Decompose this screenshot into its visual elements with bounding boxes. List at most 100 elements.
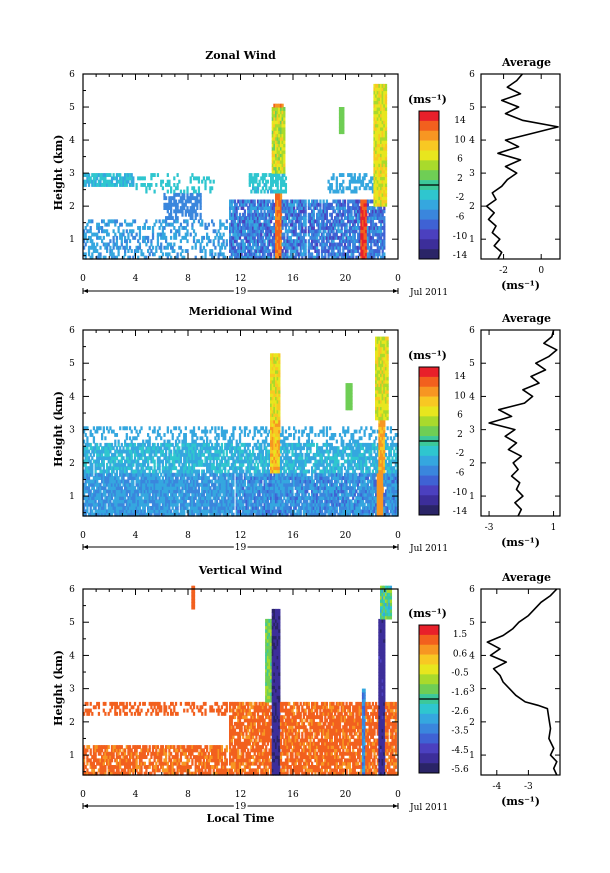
heatmap-cell xyxy=(370,176,373,181)
heatmap-cell xyxy=(281,126,284,131)
heatmap-cell xyxy=(383,206,386,210)
heatmap-cell xyxy=(383,229,386,234)
colorbar-tick-label: -2 xyxy=(456,193,465,203)
heatmap-cell xyxy=(87,499,91,504)
heatmap-cell xyxy=(112,255,115,260)
heatmap-cell xyxy=(125,452,128,457)
heatmap-cell xyxy=(84,512,87,517)
heatmap-cell xyxy=(384,179,388,184)
heatmap-cell xyxy=(373,206,376,210)
heatmap-cell xyxy=(143,472,146,477)
heatmap-cell xyxy=(89,219,92,224)
heatmap-cell xyxy=(161,219,165,224)
heatmap-cell xyxy=(340,173,343,177)
heatmap-cell xyxy=(148,226,151,230)
heatmap-cell xyxy=(194,472,197,477)
heatmap-cell xyxy=(338,199,342,204)
heatmap-cell xyxy=(209,252,212,257)
heatmap-cell xyxy=(288,206,291,210)
heatmap-cell xyxy=(178,469,181,474)
heatmap-cell xyxy=(191,506,194,510)
heatmap-cell xyxy=(353,245,356,250)
heatmap-cell xyxy=(334,199,337,204)
heatmap-cell xyxy=(380,107,383,111)
heatmap-cell xyxy=(319,199,322,204)
heatmap-cell xyxy=(253,226,256,230)
heatmap-cell xyxy=(378,189,381,194)
heatmap-cell xyxy=(229,212,232,217)
heatmap-cell xyxy=(288,202,291,207)
heatmap-cell xyxy=(376,209,379,214)
heatmap-cell xyxy=(252,449,255,454)
heatmap-cell xyxy=(102,482,105,487)
heatmap-cell xyxy=(370,219,373,224)
heatmap-cell xyxy=(107,466,110,471)
heatmap-cell xyxy=(207,456,210,461)
heatmap-cell xyxy=(227,462,230,467)
heatmap-cell xyxy=(114,479,117,484)
heatmap-cell xyxy=(330,239,333,244)
heatmap-cell xyxy=(384,159,388,164)
heatmap-cell xyxy=(283,219,286,224)
heatmap-cell xyxy=(376,173,379,177)
heatmap-cell xyxy=(319,206,322,210)
heatmap-cell xyxy=(345,232,348,237)
heatmap-cell xyxy=(263,255,266,260)
heatmap-cell xyxy=(265,255,268,260)
heatmap-cell xyxy=(309,202,312,207)
heatmap-cell xyxy=(340,255,343,260)
heatmap-cell xyxy=(230,502,233,507)
heatmap-cell xyxy=(276,199,279,204)
heatmap-cell xyxy=(179,472,183,477)
heatmap-cell xyxy=(102,219,105,224)
heatmap-cell xyxy=(237,472,240,477)
heatmap-cell xyxy=(155,452,158,457)
heatmap-cell xyxy=(361,235,365,240)
heatmap-cell xyxy=(366,209,370,214)
heatmap-cell xyxy=(238,479,242,484)
heatmap-cell xyxy=(378,93,381,98)
heatmap-cell xyxy=(165,235,168,240)
heatmap-cell xyxy=(194,199,197,204)
heatmap-cell xyxy=(109,482,112,487)
heatmap-cell xyxy=(188,199,191,204)
heatmap-cell xyxy=(173,232,176,237)
heatmap-cell xyxy=(96,242,99,247)
heatmap-cell xyxy=(181,212,184,217)
heatmap-cell xyxy=(368,252,371,257)
heatmap-cell xyxy=(166,479,169,484)
heatmap-cell xyxy=(347,255,350,260)
heatmap-cell xyxy=(266,252,270,257)
heatmap-cell xyxy=(160,446,163,451)
heatmap-cell xyxy=(299,245,302,250)
heatmap-cell xyxy=(148,186,151,191)
heatmap-cell xyxy=(109,245,112,250)
heatmap-cell xyxy=(222,489,225,494)
heatmap-cell xyxy=(147,472,150,477)
heatmap-cell xyxy=(184,502,187,507)
heatmap-cell xyxy=(255,239,258,244)
heatmap-cell xyxy=(247,486,250,491)
heatmap-cell xyxy=(99,456,102,461)
heatmap-cell xyxy=(219,476,222,481)
heatmap-cell xyxy=(140,456,143,461)
heatmap-cell xyxy=(138,489,142,494)
heatmap-cell xyxy=(163,219,166,224)
heatmap-cell xyxy=(176,449,179,454)
heatmap-cell xyxy=(227,502,230,507)
heatmap-cell xyxy=(273,245,276,250)
heatmap-cell xyxy=(342,219,345,224)
heatmap-cell xyxy=(168,479,171,484)
heatmap-cell xyxy=(92,232,96,237)
heatmap-cell xyxy=(283,146,286,151)
heatmap-cell xyxy=(112,235,115,240)
heatmap-cell xyxy=(191,479,194,484)
heatmap-cell xyxy=(276,196,279,201)
heatmap-cell xyxy=(243,235,247,240)
heatmap-cell xyxy=(275,103,278,108)
heatmap-cell xyxy=(238,462,242,467)
heatmap-cell xyxy=(248,255,251,260)
heatmap-cell xyxy=(92,446,96,451)
heatmap-cell xyxy=(94,466,97,471)
heatmap-cell xyxy=(378,173,381,177)
